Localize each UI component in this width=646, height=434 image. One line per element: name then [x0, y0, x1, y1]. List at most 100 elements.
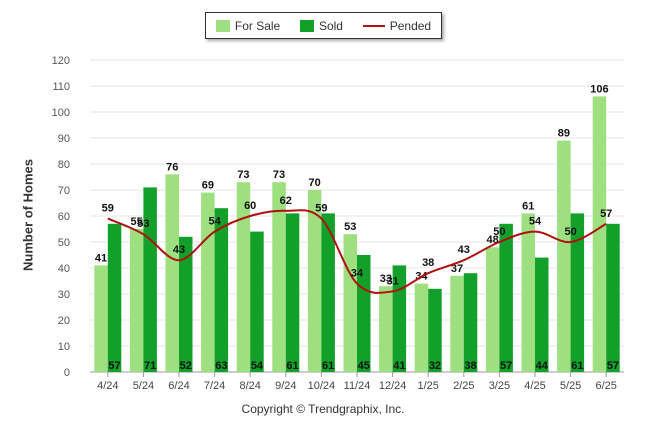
data-label-pended: 43: [173, 244, 185, 256]
y-tick-label: 80: [58, 159, 70, 171]
data-label-pended: 54: [529, 216, 542, 228]
y-tick-label: 20: [58, 315, 70, 327]
x-tick-label: 9/24: [275, 380, 296, 392]
bar-sold: [499, 223, 513, 372]
legend-swatch-pended: [362, 24, 385, 27]
data-label-pended: 50: [493, 226, 505, 238]
x-tick-label: 7/24: [204, 380, 225, 392]
bar-for-sale: [94, 265, 108, 372]
y-axis-title: Number of Homes: [20, 159, 36, 271]
data-label-for-sale: 89: [558, 128, 570, 140]
legend-label-for-sale: For Sale: [234, 18, 281, 33]
data-label-pended: 59: [315, 203, 327, 215]
bar-sold: [570, 213, 585, 372]
y-tick-label: 40: [58, 263, 70, 275]
bar-for-sale: [307, 190, 322, 372]
data-label-pended: 43: [458, 244, 470, 256]
bar-sold: [107, 223, 122, 372]
data-label-for-sale: 61: [522, 200, 534, 212]
data-label-pended: 57: [600, 208, 612, 220]
bar-for-sale: [379, 286, 393, 372]
x-tick-label: 6/25: [595, 380, 616, 392]
x-tick-label: 4/25: [524, 380, 545, 392]
data-label-sold: 71: [144, 360, 156, 372]
data-label-sold: 38: [464, 360, 476, 372]
data-label-pended: 31: [386, 275, 398, 287]
data-label-pended: 38: [422, 257, 434, 269]
bar-for-sale: [201, 192, 215, 372]
data-label-for-sale: 69: [202, 180, 214, 192]
bar-for-sale: [129, 229, 144, 372]
legend-item-sold[interactable]: Sold: [299, 19, 343, 33]
bar-sold: [214, 208, 229, 372]
legend-item-for-sale[interactable]: For Sale: [215, 18, 281, 33]
bar-sold: [285, 213, 300, 372]
legend-item-pended[interactable]: Pended: [362, 18, 432, 33]
bar-for-sale: [165, 174, 179, 372]
data-label-sold: 57: [108, 360, 120, 372]
data-label-for-sale: 55: [131, 216, 143, 228]
y-tick-label: 100: [52, 107, 70, 119]
bar-for-sale: [272, 182, 286, 372]
data-label-sold: 57: [500, 360, 512, 372]
bar-sold: [535, 257, 549, 372]
data-label-for-sale: 76: [166, 161, 178, 173]
bar-for-sale: [450, 275, 464, 372]
data-label-sold: 54: [251, 360, 264, 372]
y-tick-label: 90: [58, 133, 70, 145]
bar-for-sale: [343, 234, 357, 372]
legend-swatch-sold: [299, 19, 314, 32]
data-label-for-sale: 33: [380, 273, 392, 285]
data-label-sold: 41: [393, 360, 405, 372]
data-label-for-sale: 53: [344, 221, 356, 233]
bar-for-sale: [592, 96, 607, 373]
data-label-for-sale: 73: [273, 169, 285, 181]
bar-sold: [321, 213, 335, 372]
data-label-pended: 34: [351, 268, 364, 280]
data-label-pended: 50: [564, 226, 576, 238]
x-tick-label: 5/24: [133, 380, 154, 392]
copyright-text: Copyright © Trendgraphix, Inc.: [241, 402, 405, 416]
y-tick-label: 120: [52, 55, 70, 67]
legend: For Sale Sold Pended: [205, 12, 442, 39]
data-label-pended: 53: [137, 218, 149, 230]
bar-for-sale: [414, 283, 429, 372]
data-label-sold: 63: [215, 360, 227, 372]
data-label-sold: 61: [322, 360, 334, 372]
bar-for-sale: [485, 247, 500, 372]
x-tick-label: 5/25: [560, 380, 581, 392]
y-tick-label: 50: [58, 237, 70, 249]
bar-sold: [357, 255, 371, 372]
bar-for-sale: [521, 213, 535, 372]
bar-for-sale: [557, 140, 571, 372]
bar-sold: [463, 273, 478, 372]
x-tick-label: 3/25: [489, 380, 510, 392]
x-tick-label: 11/24: [344, 380, 371, 392]
bar-sold: [428, 288, 442, 372]
x-tick-label: 4/24: [97, 380, 118, 392]
bar-sold: [250, 231, 264, 372]
y-tick-label: 60: [58, 211, 70, 223]
bar-sold: [179, 236, 193, 372]
data-label-for-sale: 41: [95, 252, 107, 264]
bar-sold: [143, 187, 157, 372]
legend-swatch-for-sale: [215, 19, 230, 32]
data-label-pended: 62: [280, 195, 292, 207]
data-label-for-sale: 73: [237, 169, 249, 181]
data-label-pended: 60: [244, 200, 256, 212]
y-tick-label: 30: [58, 289, 70, 301]
data-label-sold: 57: [607, 360, 619, 372]
data-label-sold: 44: [536, 360, 549, 372]
x-tick-label: 12/24: [379, 380, 407, 392]
x-tick-label: 10/24: [308, 380, 336, 392]
legend-label-pended: Pended: [389, 18, 432, 33]
x-tick-label: 6/24: [168, 380, 189, 392]
bar-sold: [392, 265, 407, 372]
data-label-pended: 59: [102, 203, 114, 215]
y-tick-label: 0: [64, 367, 70, 379]
data-label-pended: 54: [208, 216, 221, 228]
data-label-sold: 32: [429, 360, 441, 372]
data-label-for-sale: 70: [309, 177, 321, 189]
